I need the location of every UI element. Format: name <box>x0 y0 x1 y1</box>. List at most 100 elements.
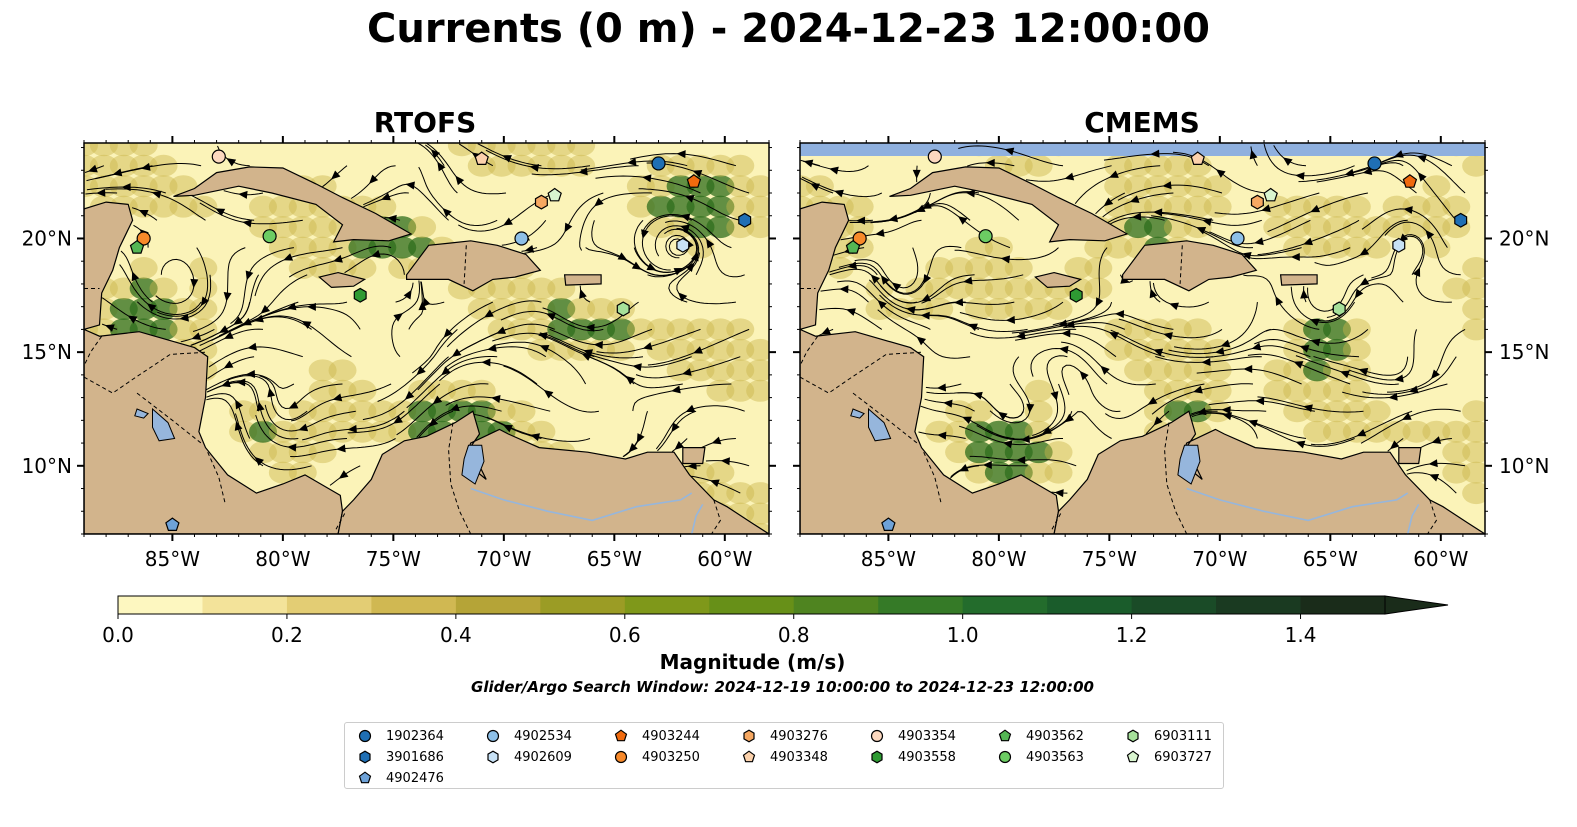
streamline-arrow <box>245 370 256 379</box>
country-border <box>800 351 924 394</box>
speed-patch <box>1362 420 1391 443</box>
streamline-arrow <box>1095 297 1104 308</box>
streamline-arrow <box>455 175 465 186</box>
speed-patch <box>89 175 118 198</box>
speed-patch <box>1143 175 1172 198</box>
float-4903558 <box>1069 287 1083 303</box>
speed-patch <box>109 143 138 157</box>
speed-patch <box>1183 359 1212 382</box>
float-3901686 <box>1454 212 1468 228</box>
speed-patch <box>1303 379 1332 402</box>
streamline-arrow <box>301 321 312 329</box>
speed-patch <box>547 143 576 157</box>
streamline-arrow <box>223 331 234 339</box>
streamline-arrow <box>441 366 451 376</box>
colorbar-segment <box>118 596 203 614</box>
legend-marker <box>998 750 1012 764</box>
streamline-arrow <box>347 424 357 433</box>
streamline-arrow <box>529 163 540 172</box>
legend-marker <box>614 729 628 742</box>
land-trinidad <box>682 447 706 465</box>
speed-patch <box>567 297 596 320</box>
speed-patch <box>1163 216 1192 239</box>
speed-patch <box>328 359 357 382</box>
speed-patch <box>1124 175 1153 198</box>
legend-marker <box>1127 729 1139 743</box>
speed-patch <box>1342 338 1371 361</box>
lake-maracaibo <box>461 444 485 485</box>
river <box>690 503 704 534</box>
float-4902476 <box>881 517 896 532</box>
streamline-arrow <box>140 162 151 171</box>
speed-patch <box>308 359 337 382</box>
speed-patch <box>706 195 735 218</box>
figure-title: Currents (0 m) - 2024-12-23 12:00:00 <box>367 6 1210 52</box>
streamline-arrow <box>190 278 199 289</box>
pentagon-marker-icon <box>358 771 372 784</box>
streamline-arrow <box>437 161 446 172</box>
streamline-arrow <box>1153 208 1163 217</box>
colorbar-segment <box>1216 596 1302 614</box>
streamline-arrow <box>642 174 652 183</box>
speed-patch <box>1203 359 1232 382</box>
lon-tick-label: 85°W <box>145 547 200 571</box>
speed-patch <box>726 318 755 341</box>
legend-item-4903244: 4903244 <box>613 727 700 745</box>
legend-marker <box>871 750 883 764</box>
streamline-arrow <box>218 325 229 333</box>
streamline-arrow <box>877 300 887 310</box>
speed-patch <box>487 277 516 300</box>
country-border <box>448 422 472 534</box>
streamline-arrow <box>720 457 730 466</box>
streamline-arrow <box>428 417 439 427</box>
legend-marker <box>870 729 884 743</box>
circle-marker-icon <box>870 729 884 743</box>
speed-patch <box>348 379 377 402</box>
colorbar-segment <box>1300 596 1386 614</box>
speed-patch <box>726 379 755 402</box>
streamline-arrow <box>1050 391 1059 401</box>
streamline-arrow <box>1153 416 1163 426</box>
colorbar-frame <box>117 595 1386 615</box>
streamline-arrow <box>1054 489 1064 498</box>
speed-patch <box>984 461 1013 484</box>
speed-patch <box>845 195 874 218</box>
colorbar-segment <box>202 596 288 614</box>
hexagon-marker-icon <box>487 750 499 764</box>
streamline-arrow <box>641 229 649 239</box>
river <box>1406 503 1420 534</box>
speed-patch <box>606 318 635 341</box>
speed-patch <box>1084 236 1113 259</box>
streamline-arrow <box>1295 440 1306 449</box>
lat-tick-label: 15°N <box>1499 340 1549 364</box>
speed-patch <box>268 195 297 218</box>
streamline-arrow <box>1359 247 1370 256</box>
streamline-arrow <box>985 158 995 167</box>
speed-patch <box>169 318 198 341</box>
streamline-arrow <box>491 395 501 403</box>
speed-patch <box>89 143 118 157</box>
streamline-arrow <box>1026 403 1035 413</box>
colorbar-extend-arrow <box>1384 595 1449 615</box>
streamline-arrow <box>1354 288 1364 299</box>
speed-patch <box>527 277 556 300</box>
land-jamaica <box>318 271 367 289</box>
speed-patch <box>547 154 576 177</box>
lake-nicaragua <box>152 407 176 442</box>
streamline-arrow <box>1248 419 1258 428</box>
lon-tick-label: 65°W <box>1303 547 1358 571</box>
streamline-arrow <box>338 470 349 479</box>
legend-label: 1902364 <box>386 728 444 744</box>
hexagon-marker-icon <box>871 750 883 764</box>
speed-patch <box>1004 257 1033 280</box>
streamline-arrow <box>254 456 264 466</box>
speed-patch <box>1203 195 1232 218</box>
float-6903727 <box>547 187 562 202</box>
streamline-arrow <box>962 416 972 425</box>
streamline-arrow <box>963 276 973 285</box>
legend-marker <box>358 729 372 743</box>
streamline-arrow <box>1150 149 1160 158</box>
lon-tick-label: 60°W <box>1413 547 1468 571</box>
lon-tick-label: 80°W <box>971 547 1026 571</box>
streamline-arrow <box>267 387 276 398</box>
